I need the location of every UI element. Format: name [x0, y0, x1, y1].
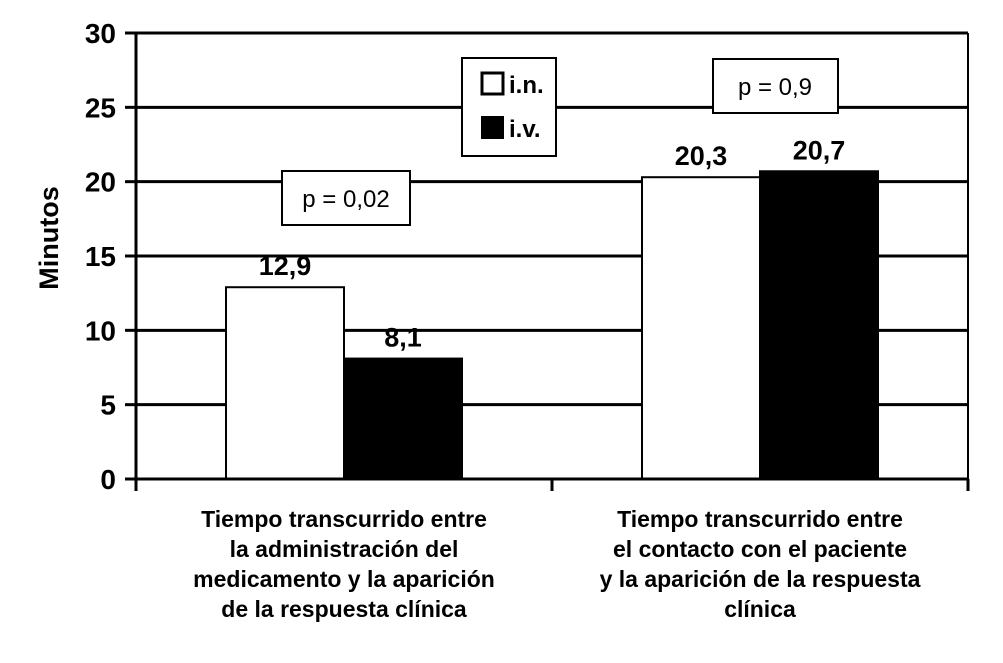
bar: [641, 176, 761, 480]
annotation-p-value-1: p = 0,02: [302, 186, 389, 213]
bar: [343, 357, 463, 480]
legend-label-iv: i.v.: [509, 116, 541, 143]
y-axis-label: Minutos: [34, 186, 64, 289]
data-label: 20,7: [793, 135, 846, 165]
y-tick-label: 25: [85, 92, 116, 123]
data-label: 20,3: [675, 141, 728, 171]
legend-swatch-iv: [481, 116, 504, 139]
y-tick-label: 0: [100, 464, 116, 495]
annotation-p-group2: p = 0,9: [712, 58, 839, 114]
bar: [225, 286, 345, 480]
x-tick-label: Tiempo transcurrido entre el contacto con…: [600, 506, 921, 622]
data-label: 8,1: [384, 323, 422, 353]
bars: 12,9 20,3 8,1 20,7: [225, 135, 879, 480]
legend: i.n. i.v.: [461, 57, 557, 157]
legend-label-in: i.n.: [509, 72, 544, 99]
axes: 0 5 10 15 20 25 30 Tiempo transcurrido entre la …: [85, 18, 970, 622]
bar: [759, 170, 879, 480]
legend-swatch-in: [480, 71, 505, 96]
y-tick-label: 5: [100, 390, 116, 421]
legend-box: [461, 57, 557, 157]
annotation-p-group1: p = 0,02: [281, 170, 411, 226]
y-tick-label: 10: [85, 315, 116, 346]
y-tick-label: 30: [85, 18, 116, 49]
x-tick-label: Tiempo transcurrido entre la administraci…: [193, 506, 495, 622]
y-tick-label: 20: [85, 167, 116, 198]
data-label: 12,9: [259, 251, 312, 281]
y-tick-label: 15: [85, 241, 116, 272]
annotation-p-value-2: p = 0,9: [738, 74, 812, 101]
